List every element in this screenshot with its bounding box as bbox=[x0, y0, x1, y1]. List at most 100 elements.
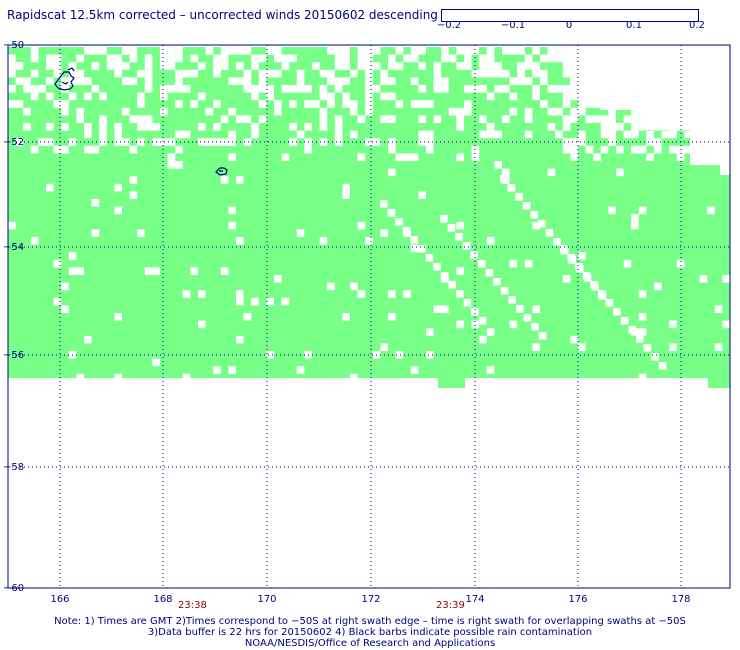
missing-data-cell bbox=[53, 62, 62, 70]
missing-data-cell bbox=[372, 62, 381, 70]
missing-data-cell bbox=[357, 115, 366, 123]
missing-data-cell bbox=[456, 290, 464, 298]
latitude-label: −56 bbox=[3, 350, 24, 361]
missing-data-cell bbox=[448, 54, 457, 63]
missing-data-cell bbox=[327, 92, 335, 101]
missing-data-cell bbox=[418, 130, 426, 139]
missing-data-cell bbox=[410, 77, 419, 85]
missing-data-cell bbox=[418, 85, 426, 93]
missing-data-cell bbox=[684, 145, 692, 154]
missing-data-cell bbox=[53, 145, 62, 154]
missing-data-cell bbox=[532, 69, 540, 78]
missing-data-cell bbox=[578, 252, 586, 260]
longitude-label: 168 bbox=[153, 594, 172, 605]
missing-data-cell bbox=[251, 123, 259, 131]
missing-data-cell bbox=[631, 130, 639, 139]
missing-data-cell bbox=[304, 100, 312, 108]
longitude-label: 176 bbox=[568, 594, 587, 605]
missing-data-cell bbox=[76, 107, 84, 116]
missing-data-cell bbox=[699, 54, 708, 63]
missing-data-cell bbox=[638, 77, 647, 85]
missing-data-cell bbox=[692, 62, 700, 70]
missing-data-cell bbox=[213, 69, 221, 78]
missing-data-cell bbox=[23, 85, 31, 93]
missing-data-cell bbox=[410, 236, 418, 244]
missing-data-cell bbox=[30, 54, 39, 63]
missing-data-cell bbox=[707, 123, 715, 131]
missing-data-cell bbox=[236, 62, 244, 70]
missing-data-cell bbox=[515, 193, 523, 201]
missing-data-cell bbox=[570, 335, 578, 344]
missing-data-cell bbox=[144, 123, 153, 131]
missing-data-cell bbox=[228, 366, 236, 374]
missing-data-cell bbox=[402, 227, 411, 235]
missing-data-cell bbox=[129, 115, 138, 123]
latitude-label: −50 bbox=[3, 40, 24, 51]
missing-data-cell bbox=[578, 100, 586, 108]
missing-data-cell bbox=[258, 54, 267, 63]
missing-data-cell bbox=[380, 115, 388, 123]
missing-data-cell bbox=[433, 69, 442, 78]
missing-data-cell bbox=[560, 245, 568, 253]
missing-data-cell bbox=[46, 54, 54, 63]
missing-data-cell bbox=[167, 54, 176, 63]
missing-data-cell bbox=[114, 62, 122, 70]
missing-data-cell bbox=[517, 77, 525, 85]
missing-data-cell bbox=[585, 77, 594, 85]
missing-data-cell bbox=[608, 107, 616, 116]
missing-data-cell bbox=[243, 47, 252, 55]
missing-data-cell bbox=[76, 373, 84, 382]
missing-data-cell bbox=[684, 77, 692, 85]
swath-time-label: 23:39 bbox=[436, 600, 465, 611]
missing-data-cell bbox=[144, 62, 153, 70]
missing-data-cell bbox=[61, 305, 69, 313]
missing-data-cell bbox=[722, 320, 730, 329]
missing-data-cell bbox=[220, 115, 229, 123]
missing-data-cell bbox=[388, 62, 396, 70]
missing-data-cell bbox=[319, 115, 328, 123]
missing-data-cell bbox=[198, 138, 206, 146]
missing-data-cell bbox=[334, 138, 343, 146]
missing-data-cell bbox=[593, 62, 601, 70]
missing-data-cell bbox=[638, 123, 647, 131]
missing-data-cell bbox=[502, 47, 510, 55]
missing-data-cell bbox=[251, 130, 259, 139]
missing-data-cell bbox=[616, 123, 624, 131]
missing-data-cell bbox=[562, 145, 571, 154]
missing-data-cell bbox=[46, 123, 54, 131]
missing-data-cell bbox=[114, 130, 122, 139]
missing-data-cell bbox=[608, 206, 616, 215]
missing-data-cell bbox=[228, 206, 236, 215]
missing-data-cell bbox=[470, 251, 478, 259]
missing-data-cell bbox=[707, 69, 715, 78]
missing-data-cell bbox=[433, 77, 442, 85]
missing-data-cell bbox=[99, 92, 107, 101]
missing-data-cell bbox=[236, 290, 244, 298]
missing-data-cell bbox=[540, 54, 548, 63]
missing-data-cell bbox=[600, 62, 609, 70]
missing-data-cell bbox=[578, 54, 586, 63]
missing-data-cell bbox=[676, 92, 685, 101]
missing-data-cell bbox=[669, 69, 677, 78]
missing-data-cell bbox=[631, 145, 639, 154]
missing-data-cell bbox=[440, 272, 449, 280]
latitude-label: −60 bbox=[3, 583, 24, 594]
missing-data-cell bbox=[190, 54, 198, 63]
missing-data-cell bbox=[661, 92, 670, 101]
missing-data-cell bbox=[669, 47, 677, 55]
missing-data-cell bbox=[372, 47, 381, 55]
missing-data-cell bbox=[593, 115, 601, 123]
missing-data-cell bbox=[410, 244, 419, 253]
missing-data-cell bbox=[243, 115, 252, 123]
missing-data-cell bbox=[523, 314, 532, 322]
missing-data-cell bbox=[623, 69, 632, 78]
missing-data-cell bbox=[236, 297, 244, 306]
missing-data-cell bbox=[289, 123, 297, 131]
missing-data-cell bbox=[509, 77, 518, 85]
missing-data-cell bbox=[304, 85, 312, 93]
missing-data-cell bbox=[669, 320, 677, 329]
missing-data-cell bbox=[228, 77, 236, 85]
missing-data-cell bbox=[623, 92, 632, 101]
missing-data-cell bbox=[84, 47, 92, 55]
missing-data-cell bbox=[334, 62, 343, 70]
